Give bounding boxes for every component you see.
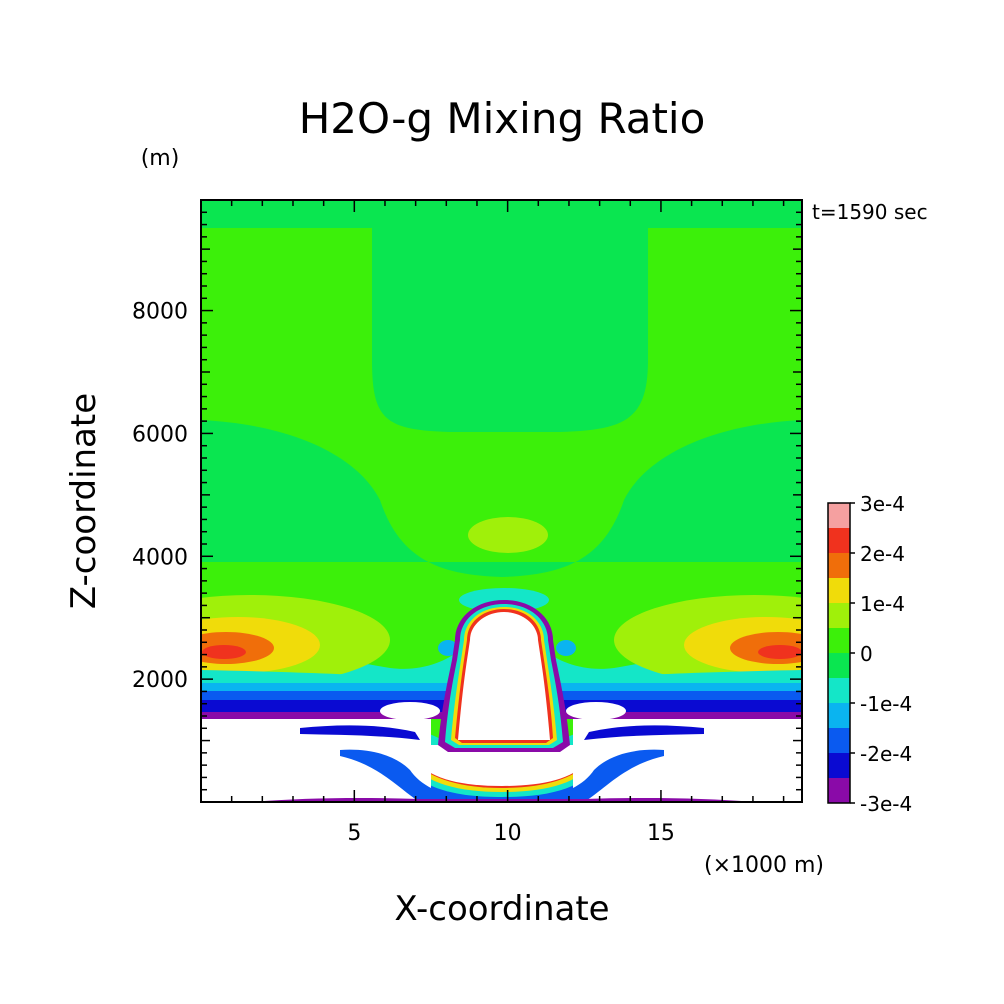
colorbar-swatch [828,603,850,628]
colorbar-label: 1e-4 [860,592,905,616]
colorbar-swatch [828,778,850,803]
y-tick-label: 2000 [132,668,188,693]
contour-mid-side-region [201,420,802,577]
colorbar-swatch [828,528,850,553]
contour-field [201,200,802,802]
contour-core-white [458,612,550,740]
x-axis-title: X-coordinate [394,889,609,929]
chart-title: H2O-g Mixing Ratio [299,94,706,143]
x-tick-label: 10 [494,821,522,846]
colorbar-swatch [828,503,850,528]
colorbar-swatch [828,703,850,728]
y-tick-label: 6000 [132,422,188,447]
colorbar-label: 2e-4 [860,542,905,566]
contour-small-positive-blob [468,517,548,553]
colorbar-label: 0 [860,642,873,666]
y-unit-label: (m) [141,146,180,171]
colorbar-swatch [828,578,850,603]
colorbar-swatch [828,553,850,578]
contour-bottom-white-pocket [412,745,592,786]
contour-right-light-blue-spot [556,640,576,656]
colorbar-label: -2e-4 [860,742,912,766]
time-label: t=1590 sec [812,200,928,224]
x-tick-label: 5 [347,821,361,846]
colorbar-swatch [828,753,850,778]
colorbar-label: -1e-4 [860,692,912,716]
contour-right-red-lobe [758,645,802,659]
colorbar-label: 3e-4 [860,492,905,516]
contour-left-lower-swoop [340,749,470,802]
x-tick-label: 15 [647,821,675,846]
contour-left-pocket-white [380,702,440,720]
colorbar-swatch [828,728,850,753]
contour-left-light-blue-spot [438,640,458,656]
contour-left-red-lobe [202,645,246,659]
colorbar-swatch [828,628,850,653]
y-tick-label: 8000 [132,300,188,325]
contour-right-lower-swoop [534,749,664,802]
colorbar: -3e-4 -2e-4 -1e-4 0 1e-4 2e-4 3e-4 [827,492,912,816]
contour-right-dip [584,725,704,740]
y-tick-label: 4000 [132,545,188,570]
colorbar-swatch [828,653,850,678]
x-unit-label: (×1000 m) [704,853,824,878]
colorbar-swatch [828,678,850,703]
contour-right-pocket-white [566,702,626,720]
contour-left-dip [300,725,420,740]
contour-upper-center-region [201,200,802,432]
y-axis-title: Z-coordinate [64,393,104,609]
axis-ticks: 5 10 15 2000 4000 6000 8000 [132,200,802,846]
plot-frame [200,199,803,803]
colorbar-label: -3e-4 [860,792,912,816]
